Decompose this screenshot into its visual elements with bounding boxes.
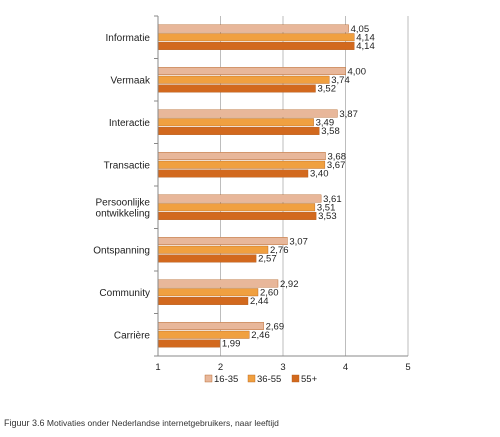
bar-36-55-6 — [157, 288, 259, 297]
bar-36-55-3 — [157, 160, 326, 169]
bar-16-35-1 — [157, 67, 346, 76]
data-label-55+-6: 2,44 — [250, 296, 269, 307]
bar-55+-5 — [157, 254, 257, 263]
category-label-6: Community — [99, 288, 150, 299]
bar-36-55-1 — [157, 75, 330, 84]
bar-55+-4 — [157, 211, 317, 220]
x-tick-label-4: 4 — [343, 362, 348, 373]
legend-swatch-16-35 — [204, 374, 213, 383]
bar-55+-1 — [157, 84, 316, 93]
bar-16-35-3 — [157, 152, 326, 161]
legend-label-55+: 55+ — [301, 374, 318, 385]
bar-16-35-2 — [157, 109, 338, 118]
data-label-36-55-2: 3,49 — [316, 118, 335, 129]
legend-label-16-35: 16-35 — [214, 374, 238, 385]
legend-swatch-36-55 — [247, 374, 256, 383]
bar-36-55-5 — [157, 245, 269, 254]
caption-text: Motivaties onder Nederlandse internetgeb… — [46, 418, 279, 428]
bar-36-55-0 — [157, 33, 355, 42]
category-label-0: Informatie — [106, 33, 151, 44]
bar-16-35-5 — [157, 237, 288, 246]
data-label-55+-4: 3,53 — [318, 211, 337, 222]
category-label-5: Ontspanning — [93, 245, 150, 256]
data-label-16-35-7: 2,69 — [266, 321, 285, 332]
category-label-4: Persoonlijke ontwikkeling — [96, 197, 151, 219]
data-label-36-55-3: 3,67 — [327, 160, 346, 171]
category-label-2: Interactie — [109, 118, 151, 129]
category-label-1: Vermaak — [111, 75, 151, 86]
x-tick-label-5: 5 — [405, 362, 410, 373]
x-tick-label-2: 2 — [218, 362, 223, 373]
bar-16-35-7 — [157, 322, 264, 330]
data-label-55+-1: 3,52 — [318, 84, 337, 95]
bar-55+-0 — [157, 42, 355, 50]
bar-36-55-2 — [157, 118, 314, 127]
data-label-16-35-6: 2,92 — [280, 279, 299, 290]
caption-figure-number: Figuur 3.6 — [4, 418, 45, 428]
category-label-3: Transactie — [104, 160, 151, 171]
data-label-36-55-7: 2,46 — [251, 330, 270, 341]
figure-caption: Figuur 3.6 Motivaties onder Nederlandse … — [4, 418, 279, 428]
x-tick-label-1: 1 — [155, 362, 160, 373]
data-label-16-35-1: 4,00 — [348, 66, 367, 77]
data-label-16-35-5: 3,07 — [289, 236, 308, 247]
legend-label-36-55: 36-55 — [257, 374, 281, 385]
data-label-36-55-0: 4,14 — [356, 33, 375, 44]
x-tick-label-3: 3 — [280, 362, 285, 373]
legend-swatch-55+ — [291, 374, 300, 383]
bar-36-55-4 — [157, 203, 316, 212]
category-label-7: Carrière — [114, 330, 151, 341]
data-label-36-55-6: 2,60 — [260, 288, 279, 299]
data-label-36-55-1: 3,74 — [331, 75, 350, 86]
bar-16-35-6 — [157, 279, 279, 288]
data-label-16-35-3: 3,68 — [328, 151, 347, 162]
data-label-55+-0: 4,14 — [356, 41, 375, 52]
data-label-16-35-0: 4,05 — [351, 24, 370, 35]
data-label-16-35-4: 3,61 — [323, 194, 342, 205]
bar-55+-3 — [157, 169, 309, 178]
data-label-55+-3: 3,40 — [310, 169, 329, 180]
bar-55+-7 — [157, 339, 221, 348]
bar-55+-6 — [157, 297, 249, 305]
bar-55+-2 — [157, 126, 320, 135]
data-label-36-55-5: 2,76 — [270, 245, 289, 256]
data-label-55+-2: 3,58 — [321, 126, 340, 137]
bar-36-55-7 — [157, 330, 250, 339]
data-label-55+-7: 1,99 — [222, 339, 241, 350]
data-label-16-35-2: 3,87 — [339, 109, 358, 120]
bar-16-35-0 — [157, 24, 349, 33]
data-label-55+-5: 2,57 — [258, 254, 277, 265]
bar-16-35-4 — [157, 194, 322, 203]
data-label-36-55-4: 3,51 — [317, 203, 336, 214]
